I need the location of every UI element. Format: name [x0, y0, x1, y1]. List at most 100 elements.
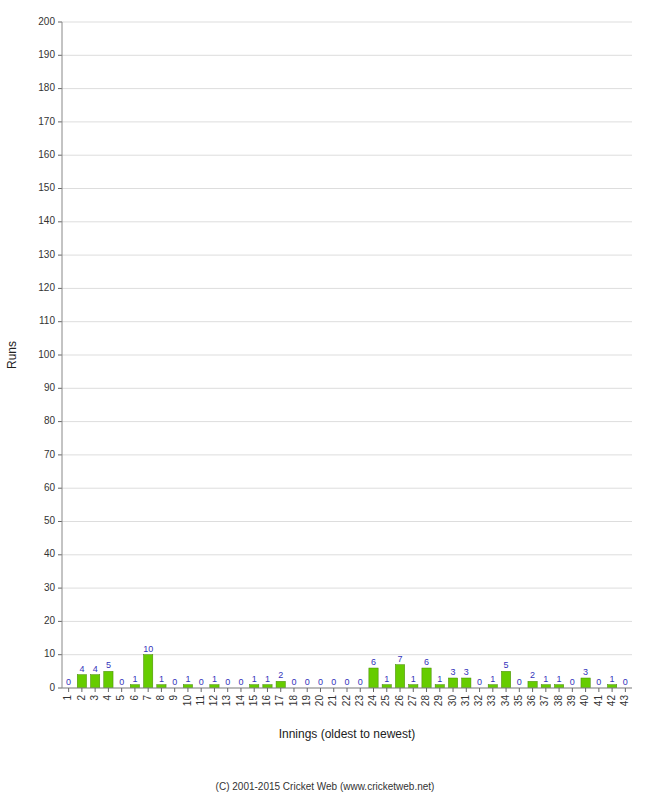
y-tick-label: 10: [44, 648, 56, 659]
data-label: 3: [464, 667, 469, 677]
bar: [422, 668, 431, 688]
x-tick-label: 12: [208, 695, 219, 707]
grid-line: [62, 521, 632, 522]
data-label: 1: [384, 674, 389, 684]
grid-line: [62, 621, 632, 622]
y-tick-label: 30: [44, 582, 56, 593]
y-axis: 0102030405060708090100110120130140150160…: [38, 16, 62, 693]
grid-line: [62, 355, 632, 356]
x-tick: [333, 688, 334, 692]
data-label: 1: [610, 674, 615, 684]
grid-line: [62, 155, 632, 156]
y-tick: [58, 388, 62, 389]
x-tick-label: 2: [76, 695, 87, 701]
data-label: 5: [106, 660, 111, 670]
grid-line: [62, 321, 632, 322]
x-tick: [400, 688, 401, 692]
y-tick: [58, 488, 62, 489]
x-tick: [134, 688, 135, 692]
data-label: 5: [504, 660, 509, 670]
x-tick-label: 20: [314, 695, 325, 707]
x-tick: [360, 688, 361, 692]
y-tick: [58, 288, 62, 289]
data-label: 0: [291, 677, 296, 687]
x-tick: [347, 688, 348, 692]
data-label: 6: [371, 657, 376, 667]
y-tick-label: 140: [38, 215, 55, 226]
x-tick: [81, 688, 82, 692]
grid-line: [62, 288, 632, 289]
x-tick-label: 11: [195, 695, 206, 706]
x-tick: [201, 688, 202, 692]
y-tick: [58, 22, 62, 23]
bar: [462, 678, 471, 688]
data-label: 0: [570, 677, 575, 687]
y-tick-label: 90: [44, 382, 56, 393]
bar: [144, 655, 153, 688]
x-tick-label: 36: [526, 695, 537, 707]
y-tick: [58, 121, 62, 122]
x-tick-label: 7: [142, 695, 153, 701]
data-label: 4: [93, 664, 98, 674]
data-label: 7: [398, 654, 403, 664]
data-label: 1: [132, 674, 137, 684]
y-tick: [58, 221, 62, 222]
y-tick-label: 0: [49, 682, 55, 693]
x-tick: [121, 688, 122, 692]
bar: [91, 675, 100, 688]
data-label: 1: [185, 674, 190, 684]
data-label: 1: [265, 674, 270, 684]
bar: [448, 678, 457, 688]
y-tick-label: 110: [39, 315, 55, 326]
x-tick-label: 9: [168, 695, 179, 701]
x-tick-label: 41: [593, 695, 604, 707]
grid-line: [62, 55, 632, 56]
data-label: 0: [331, 677, 336, 687]
x-tick: [267, 688, 268, 692]
x-tick: [95, 688, 96, 692]
y-tick: [58, 554, 62, 555]
x-tick: [307, 688, 308, 692]
data-label: 0: [238, 677, 243, 687]
x-tick-label: 10: [182, 695, 193, 707]
data-label: 0: [517, 677, 522, 687]
x-tick: [506, 688, 507, 692]
bar: [369, 668, 378, 688]
x-tick-label: 5: [115, 695, 126, 701]
grid-line: [62, 421, 632, 422]
y-tick-label: 50: [44, 515, 56, 526]
x-tick-label: 31: [460, 695, 471, 707]
y-tick-label: 130: [38, 249, 55, 260]
grid-line: [62, 121, 632, 122]
y-tick: [58, 188, 62, 189]
grid-line: [62, 255, 632, 256]
y-tick: [58, 688, 62, 689]
data-label: 2: [530, 670, 535, 680]
x-tick-label: 43: [619, 695, 630, 707]
y-tick: [58, 521, 62, 522]
data-label: 10: [143, 644, 153, 654]
y-tick: [58, 355, 62, 356]
x-tick-label: 8: [155, 695, 166, 701]
x-tick-label: 16: [261, 695, 272, 707]
x-tick-label: 6: [129, 695, 140, 701]
x-tick: [598, 688, 599, 692]
data-label: 0: [623, 677, 628, 687]
x-tick: [585, 688, 586, 692]
x-tick: [413, 688, 414, 692]
x-tick: [320, 688, 321, 692]
x-tick-label: 17: [274, 695, 285, 707]
data-label: 0: [358, 677, 363, 687]
x-tick-label: 18: [288, 695, 299, 707]
y-tick: [58, 55, 62, 56]
bar: [104, 671, 113, 688]
y-axis-label: Runs: [5, 341, 19, 369]
x-tick: [161, 688, 162, 692]
y-axis-line: [62, 22, 63, 688]
grid-line: [62, 454, 632, 455]
data-label: 0: [172, 677, 177, 687]
x-tick-label: 32: [473, 695, 484, 707]
data-label: 0: [199, 677, 204, 687]
x-tick: [373, 688, 374, 692]
data-label: 0: [477, 677, 482, 687]
